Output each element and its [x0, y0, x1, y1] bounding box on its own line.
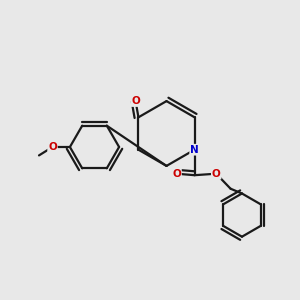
Text: O: O — [212, 169, 220, 179]
Text: N: N — [190, 145, 199, 155]
Text: O: O — [48, 142, 57, 152]
Text: O: O — [131, 96, 140, 106]
Text: O: O — [172, 169, 181, 179]
